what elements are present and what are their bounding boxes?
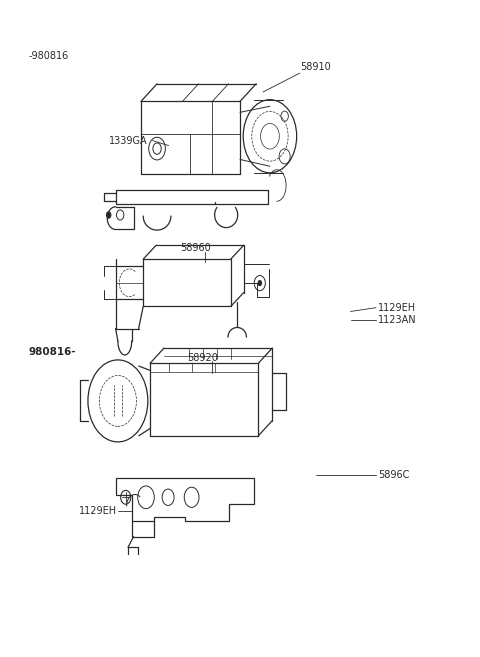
Circle shape (106, 211, 111, 219)
Text: -980816: -980816 (28, 51, 68, 61)
Text: 1129EH: 1129EH (378, 303, 416, 313)
Text: 58910: 58910 (300, 62, 331, 72)
Text: 1339GA: 1339GA (108, 135, 147, 146)
Text: 58920: 58920 (187, 353, 218, 363)
Text: 1123AN: 1123AN (378, 315, 417, 325)
Text: 1129EH: 1129EH (79, 507, 117, 516)
Text: 980816-: 980816- (28, 348, 76, 357)
Text: 5896C: 5896C (378, 470, 409, 480)
Circle shape (257, 280, 262, 286)
Text: 58960: 58960 (180, 243, 211, 253)
